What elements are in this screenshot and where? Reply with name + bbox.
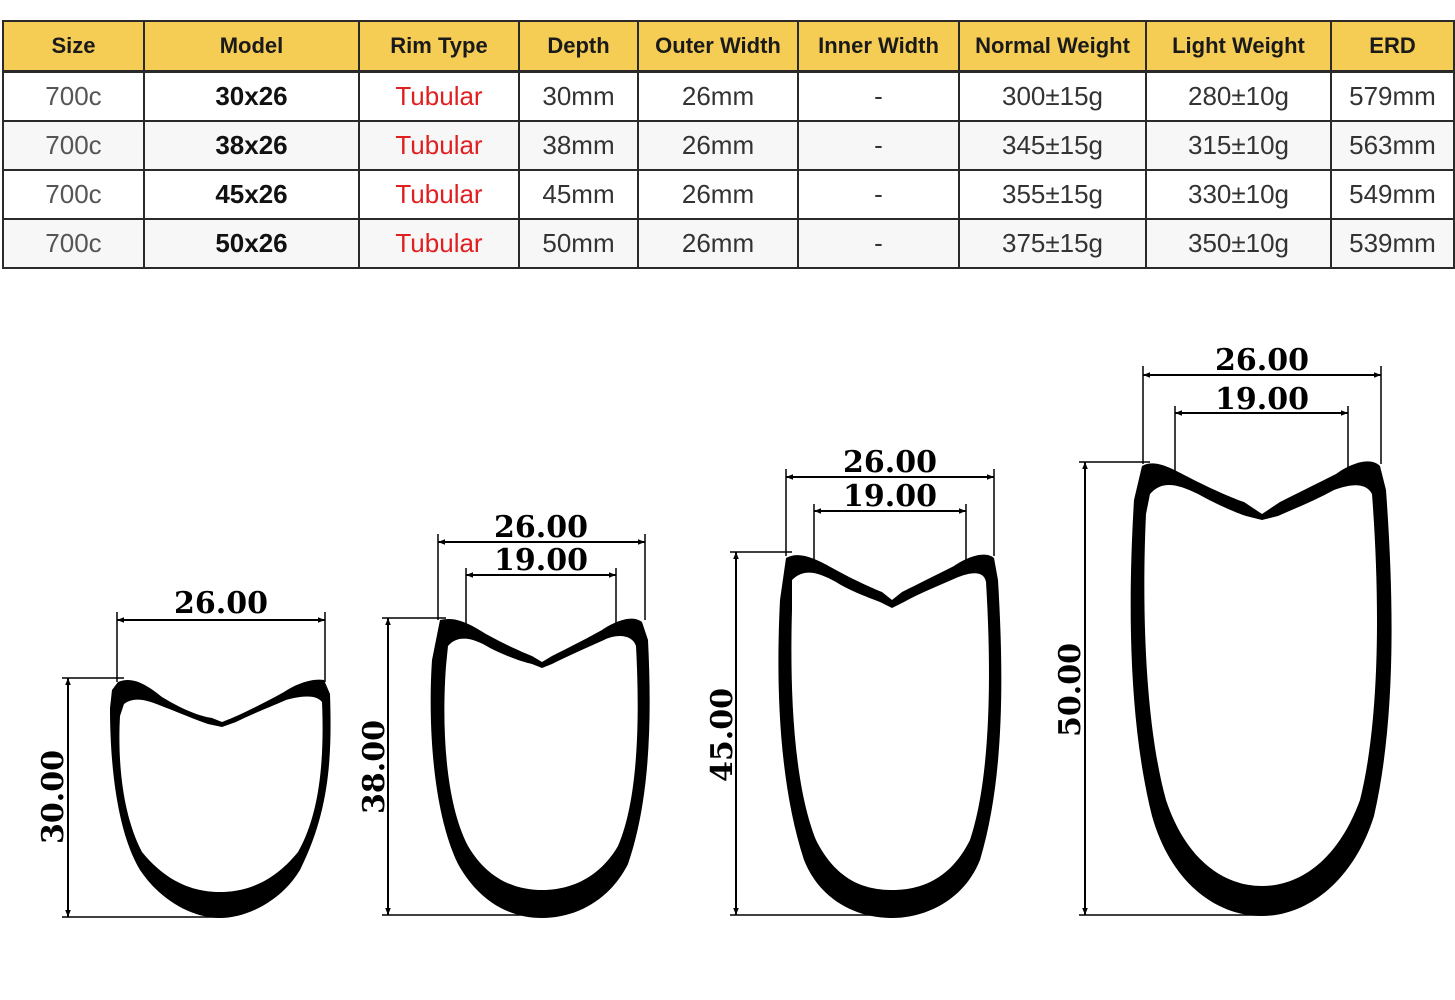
rim-profile-50: 26.00 19.00 50.00 <box>1053 343 1392 916</box>
table-row: 700c 50x26 Tubular 50mm 26mm - 375±15g 3… <box>2 218 1455 269</box>
rim-cross-section <box>430 618 650 918</box>
table-row: 700c 45x26 Tubular 45mm 26mm - 355±15g 3… <box>2 169 1455 220</box>
cell-model: 45x26 <box>143 169 360 220</box>
rim-profile-45: 26.00 19.00 45.00 <box>705 445 1002 918</box>
rim-cross-section <box>778 554 1002 918</box>
header-erd: ERD <box>1330 20 1455 73</box>
cell-model: 30x26 <box>143 70 360 122</box>
cell-light-weight: 280±10g <box>1145 70 1332 122</box>
cell-outer-width: 26mm <box>637 120 799 171</box>
table-row: 700c 30x26 Tubular 30mm 26mm - 300±15g 2… <box>2 70 1455 122</box>
outer-width-label: 26.00 <box>1215 343 1309 378</box>
header-normal-weight: Normal Weight <box>958 20 1147 73</box>
cell-size: 700c <box>2 70 145 122</box>
cell-light-weight: 315±10g <box>1145 120 1332 171</box>
cell-normal-weight: 355±15g <box>958 169 1147 220</box>
header-model: Model <box>143 20 360 73</box>
cell-rim-type: Tubular <box>358 120 520 171</box>
height-label: 50.00 <box>1053 643 1088 737</box>
rim-cross-section <box>1130 461 1392 916</box>
inner-width-label: 19.00 <box>494 543 588 578</box>
cell-inner-width: - <box>797 70 960 122</box>
header-inner-width: Inner Width <box>797 20 960 73</box>
header-size: Size <box>2 20 145 73</box>
header-row: Size Model Rim Type Depth Outer Width In… <box>2 20 1455 73</box>
cell-light-weight: 330±10g <box>1145 169 1332 220</box>
cell-depth: 45mm <box>518 169 639 220</box>
height-label: 38.00 <box>357 720 392 814</box>
cell-outer-width: 26mm <box>637 218 799 269</box>
header-outer-width: Outer Width <box>637 20 799 73</box>
cell-depth: 30mm <box>518 70 639 122</box>
inner-width-label: 19.00 <box>843 479 937 514</box>
cell-erd: 549mm <box>1330 169 1455 220</box>
cell-light-weight: 350±10g <box>1145 218 1332 269</box>
cell-outer-width: 26mm <box>637 70 799 122</box>
cell-erd: 563mm <box>1330 120 1455 171</box>
outer-width-label: 26.00 <box>174 586 268 621</box>
rim-profile-30: 26.00 30.00 <box>36 586 331 918</box>
outer-width-label: 26.00 <box>843 445 937 480</box>
cell-normal-weight: 300±15g <box>958 70 1147 122</box>
spec-table: Size Model Rim Type Depth Outer Width In… <box>2 20 1455 269</box>
cell-depth: 50mm <box>518 218 639 269</box>
cell-size: 700c <box>2 120 145 171</box>
cell-model: 50x26 <box>143 218 360 269</box>
cell-depth: 38mm <box>518 120 639 171</box>
cell-inner-width: - <box>797 120 960 171</box>
height-label: 30.00 <box>36 750 71 844</box>
height-label: 45.00 <box>705 688 740 782</box>
header-light-weight: Light Weight <box>1145 20 1332 73</box>
header-rim-type: Rim Type <box>358 20 520 73</box>
cell-size: 700c <box>2 218 145 269</box>
cell-inner-width: - <box>797 169 960 220</box>
cell-outer-width: 26mm <box>637 169 799 220</box>
cell-rim-type: Tubular <box>358 169 520 220</box>
rim-cross-section <box>110 679 331 918</box>
cell-size: 700c <box>2 169 145 220</box>
cell-inner-width: - <box>797 218 960 269</box>
cell-model: 38x26 <box>143 120 360 171</box>
cell-normal-weight: 375±15g <box>958 218 1147 269</box>
cell-rim-type: Tubular <box>358 70 520 122</box>
table-row: 700c 38x26 Tubular 38mm 26mm - 345±15g 3… <box>2 120 1455 171</box>
cell-normal-weight: 345±15g <box>958 120 1147 171</box>
outer-width-label: 26.00 <box>494 510 588 545</box>
inner-width-label: 19.00 <box>1215 382 1309 417</box>
cell-rim-type: Tubular <box>358 218 520 269</box>
rim-profile-38: 26.00 19.00 38.00 <box>357 510 650 918</box>
cell-erd: 579mm <box>1330 70 1455 122</box>
header-depth: Depth <box>518 20 639 73</box>
cell-erd: 539mm <box>1330 218 1455 269</box>
